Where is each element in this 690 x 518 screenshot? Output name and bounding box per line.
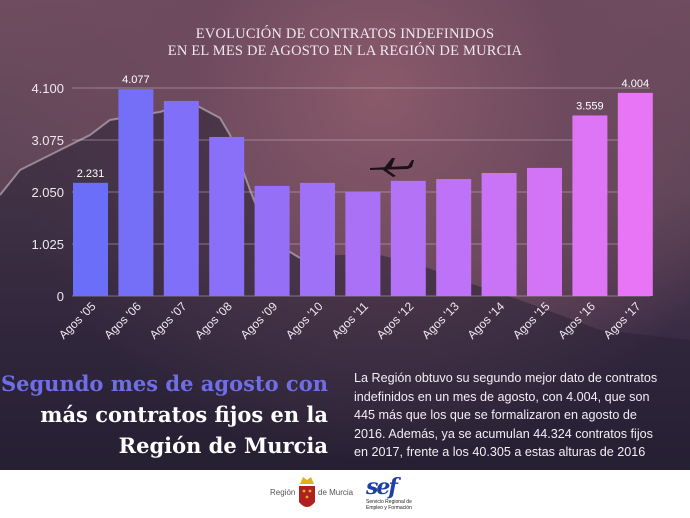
x-tick-label: Agos '08 [192,299,235,342]
bar [300,182,335,296]
x-tick-label: Agos '17 [601,299,644,342]
x-tick-label: Agos '13 [419,299,462,342]
x-tick-label: Agos '11 [329,299,371,341]
y-tick-label: 4.100 [31,81,64,96]
summary-paragraph: La Región obtuvo su segundo mejor dato d… [354,369,684,462]
data-label: 3.559 [576,100,604,112]
airplane-icon [370,158,414,177]
region-logo-text-right: de Murcia [318,488,354,497]
x-tick-label: Agos '06 [101,299,144,342]
y-tick-label: 3.075 [31,133,64,148]
sef-caption: Servicio Regional de Empleo y Formación [366,499,412,511]
region-de-murcia-coat-of-arms-icon [299,477,315,507]
bar [436,179,472,296]
bar [118,89,154,296]
summary-line: 2016. Además, ya se acumulan 44.324 cont… [354,426,653,441]
chart-title-line-2: EN EL MES DE AGOSTO EN LA REGIÓN DE MURC… [167,43,523,59]
x-tick-label: Agos '15 [510,299,553,342]
bar [481,172,517,296]
y-tick-label: 1.025 [31,237,64,252]
sef-caption-line: Empleo y Formación [366,505,412,511]
bar [254,185,290,296]
bar [527,167,562,296]
bar [163,100,199,296]
bar [390,180,426,296]
x-tick-label: Agos '05 [56,299,99,342]
y-tick-label: 2.050 [31,185,64,200]
y-tick-label: 0 [57,289,64,304]
headline-line-2: más contratos fijos en la [40,402,328,427]
bar [209,136,245,296]
x-tick-label: Agos '10 [283,299,326,342]
summary-line: 445 más que los que se formalizaron en a… [354,408,637,422]
data-label: 2.231 [77,168,105,180]
bar [617,92,653,297]
data-label: 4.077 [122,74,150,86]
region-logo-text-left: Región [270,488,296,497]
chart-title-line-1: EVOLUCIÓN DE CONTRATOS INDEFINIDOS [195,26,495,42]
x-tick-label: Agos '09 [238,299,281,342]
sef-logo: sef [366,474,398,500]
x-tick-label: Agos '12 [374,299,417,342]
bar-chart: 0 1.025 2.050 3.075 4.100 2.231 Agos '05 4.077 A… [31,74,653,342]
sef-caption-line: Servicio Regional de [366,499,412,505]
x-tick-label: Agos '16 [555,299,598,342]
bar [73,182,108,296]
summary-line: indefinidos en un mes de agosto, con 4.0… [354,389,650,404]
summary-line: en 2017, frente a los 40.305 a estas alt… [354,445,646,459]
summary-line: La Región obtuvo su segundo mejor dato d… [354,371,658,385]
data-label: 4.004 [622,78,650,90]
x-tick-label: Agos '14 [465,299,508,342]
headline-line-1: Segundo mes de agosto con [0,371,328,396]
headline-line-3: Región de Murcia [118,433,328,458]
bar [572,115,608,296]
bar [345,192,381,296]
footer-logos: Región de Murcia sef Servicio Regional d… [0,470,690,518]
x-tick-label: Agos '07 [147,299,190,342]
